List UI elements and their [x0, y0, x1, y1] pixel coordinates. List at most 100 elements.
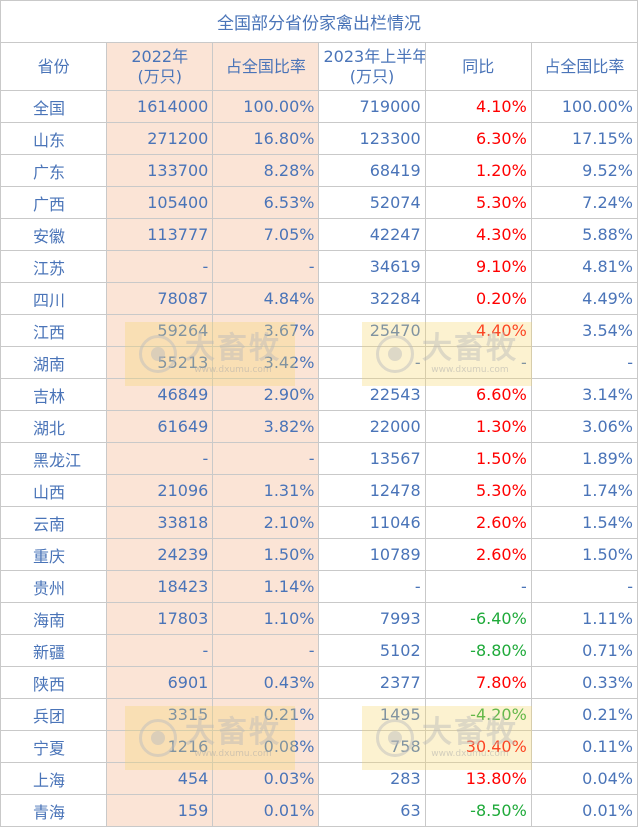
value-2022-cell: 21096 — [106, 474, 214, 507]
share-2022-cell: 2.10% — [212, 506, 320, 539]
share-2023-cell: - — [530, 346, 639, 379]
table-row: 陕西 6901 0.43% 2377 7.80% 0.33% — [0, 666, 639, 699]
value-2022-cell: 78087 — [106, 282, 214, 315]
value-2022-cell: - — [106, 634, 214, 667]
table-row: 宁夏 1216 0.08% 758 30.40% 0.11% — [0, 730, 639, 763]
table-row: 湖南 55213 3.42% - - - — [0, 346, 639, 379]
yoy-cell: 5.30% — [424, 474, 532, 507]
share-2022-cell: 4.84% — [212, 282, 320, 315]
province-cell: 兵团 — [0, 698, 108, 731]
share-2023-cell: 7.24% — [530, 186, 639, 219]
province-cell: 山东 — [0, 122, 108, 155]
share-2023-cell: 0.04% — [530, 762, 639, 795]
value-2022-cell: 6901 — [106, 666, 214, 699]
value-2022-cell: 33818 — [106, 506, 214, 539]
share-2023-cell: 4.49% — [530, 282, 639, 315]
value-2022-cell: 18423 — [106, 570, 214, 603]
yoy-cell: 9.10% — [424, 250, 532, 283]
table-row: 重庆 24239 1.50% 10789 2.60% 1.50% — [0, 538, 639, 571]
value-2022-cell: 159 — [106, 794, 214, 827]
yoy-cell: 6.30% — [424, 122, 532, 155]
value-2023h1-cell: 63 — [318, 794, 426, 827]
yoy-cell: -8.50% — [424, 794, 532, 827]
province-cell: 云南 — [0, 506, 108, 539]
share-2023-cell: 3.14% — [530, 378, 639, 411]
value-2023h1-cell: 22543 — [318, 378, 426, 411]
province-cell: 青海 — [0, 794, 108, 827]
province-cell: 陕西 — [0, 666, 108, 699]
share-2023-cell: 100.00% — [530, 90, 639, 123]
table-row: 江西 59264 3.67% 25470 4.40% 3.54% — [0, 314, 639, 347]
yoy-cell: 1.20% — [424, 154, 532, 187]
table-row: 贵州 18423 1.14% - - - — [0, 570, 639, 603]
table-row: 海南 17803 1.10% 7993 -6.40% 1.11% — [0, 602, 639, 635]
value-2022-cell: 133700 — [106, 154, 214, 187]
province-cell: 山西 — [0, 474, 108, 507]
yoy-cell: - — [424, 346, 532, 379]
table-row: 吉林 46849 2.90% 22543 6.60% 3.14% — [0, 378, 639, 411]
province-cell: 江西 — [0, 314, 108, 347]
value-2022-cell: 1216 — [106, 730, 214, 763]
share-2022-cell: 0.08% — [212, 730, 320, 763]
value-2023h1-cell: 719000 — [318, 90, 426, 123]
value-2023h1-cell: - — [318, 570, 426, 603]
share-2023-cell: 1.54% — [530, 506, 639, 539]
share-2023-cell: 0.21% — [530, 698, 639, 731]
yoy-cell: - — [424, 570, 532, 603]
value-2023h1-cell: 13567 — [318, 442, 426, 475]
value-2023h1-cell: 32284 — [318, 282, 426, 315]
yoy-cell: 2.60% — [424, 506, 532, 539]
header-2023h1: 2023年上半年 (万只) — [318, 42, 426, 91]
value-2023h1-cell: 5102 — [318, 634, 426, 667]
value-2023h1-cell: 1495 — [318, 698, 426, 731]
value-2023h1-cell: 283 — [318, 762, 426, 795]
share-2022-cell: 16.80% — [212, 122, 320, 155]
table-row: 全国 1614000 100.00% 719000 4.10% 100.00% — [0, 90, 639, 123]
value-2022-cell: 271200 — [106, 122, 214, 155]
value-2022-cell: 3315 — [106, 698, 214, 731]
value-2023h1-cell: 22000 — [318, 410, 426, 443]
share-2022-cell: - — [212, 634, 320, 667]
yoy-cell: 5.30% — [424, 186, 532, 219]
yoy-cell: 2.60% — [424, 538, 532, 571]
value-2023h1-cell: 758 — [318, 730, 426, 763]
yoy-cell: 4.40% — [424, 314, 532, 347]
yoy-cell: 1.50% — [424, 442, 532, 475]
header-share-2022: 占全国比率 — [212, 42, 320, 91]
province-cell: 重庆 — [0, 538, 108, 571]
share-2022-cell: 3.67% — [212, 314, 320, 347]
table-row: 黑龙江 - -13567 1.50% 1.89% — [0, 442, 639, 475]
share-2022-cell: 3.42% — [212, 346, 320, 379]
table-row: 四川 78087 4.84% 32284 0.20% 4.49% — [0, 282, 639, 315]
table-row: 云南 33818 2.10% 11046 2.60% 1.54% — [0, 506, 639, 539]
yoy-cell: -8.80% — [424, 634, 532, 667]
yoy-cell: -6.40% — [424, 602, 532, 635]
share-2023-cell: 3.06% — [530, 410, 639, 443]
share-2022-cell: 8.28% — [212, 154, 320, 187]
value-2022-cell: 55213 — [106, 346, 214, 379]
header-2022: 2022年 (万只) — [106, 42, 214, 91]
value-2023h1-cell: 68419 — [318, 154, 426, 187]
value-2022-cell: - — [106, 250, 214, 283]
province-cell: 新疆 — [0, 634, 108, 667]
share-2022-cell: 0.21% — [212, 698, 320, 731]
value-2022-cell: 1614000 — [106, 90, 214, 123]
province-cell: 海南 — [0, 602, 108, 635]
share-2023-cell: 0.71% — [530, 634, 639, 667]
province-cell: 黑龙江 — [0, 442, 108, 475]
table-row: 江苏 - -34619 9.10% 4.81% — [0, 250, 639, 283]
value-2023h1-cell: 7993 — [318, 602, 426, 635]
share-2022-cell: 1.14% — [212, 570, 320, 603]
province-cell: 贵州 — [0, 570, 108, 603]
share-2022-cell: 6.53% — [212, 186, 320, 219]
header-yoy: 同比 — [424, 42, 532, 91]
province-cell: 广东 — [0, 154, 108, 187]
value-2023h1-cell: 34619 — [318, 250, 426, 283]
yoy-cell: 4.30% — [424, 218, 532, 251]
yoy-cell: 7.80% — [424, 666, 532, 699]
header-share-2023: 占全国比率 — [530, 42, 639, 91]
share-2023-cell: 9.52% — [530, 154, 639, 187]
table-row: 湖北 61649 3.82% 22000 1.30% 3.06% — [0, 410, 639, 443]
share-2022-cell: 1.50% — [212, 538, 320, 571]
